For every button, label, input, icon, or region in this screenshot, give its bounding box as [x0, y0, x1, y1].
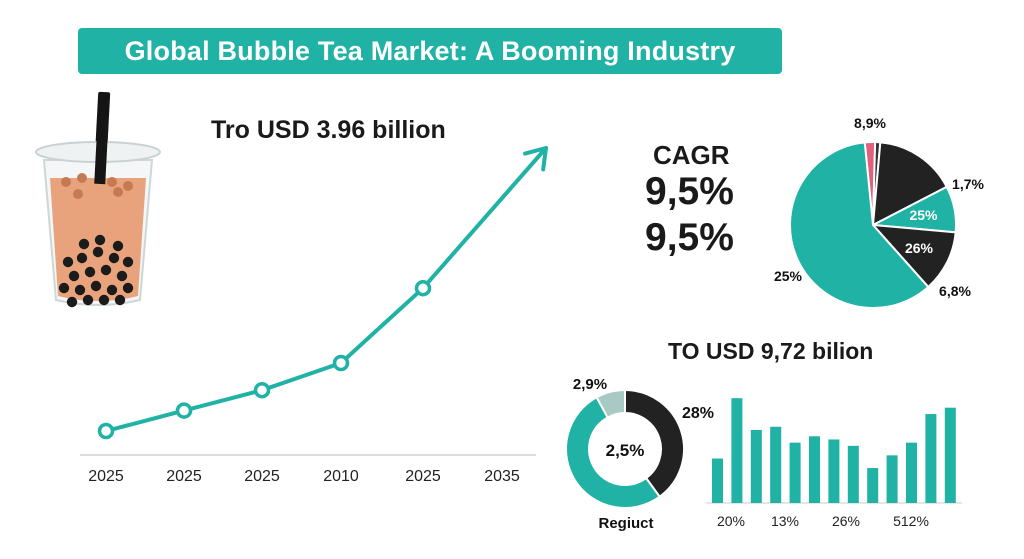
surface-pearl — [77, 173, 87, 183]
donut-segment-label: 2,9% — [573, 376, 607, 393]
donut-segment — [595, 388, 626, 419]
pearl — [108, 252, 120, 264]
x-tick-label: 2010 — [323, 468, 359, 485]
pie-outer-label: 8,9% — [854, 115, 886, 131]
pearl — [90, 280, 102, 292]
pearl — [82, 294, 94, 306]
pearl — [122, 282, 134, 294]
pearl — [76, 252, 88, 264]
donut-center-label: 2,5% — [606, 441, 645, 460]
surface-pearl — [61, 177, 71, 187]
pearl — [98, 294, 110, 306]
cagr-value: 9,5% — [645, 170, 734, 213]
donut-segment-label: 28% — [682, 405, 714, 422]
pearl — [62, 256, 74, 268]
line-point — [332, 354, 350, 372]
surface-pearl — [113, 187, 123, 197]
x-tick-label: 2025 — [405, 468, 441, 485]
surface-pearl — [107, 177, 117, 187]
bar — [731, 398, 743, 503]
bar — [944, 407, 956, 503]
line-point — [175, 402, 193, 419]
bar — [847, 445, 859, 503]
bar — [867, 468, 879, 503]
donut-segment — [624, 388, 685, 499]
pearl — [84, 266, 96, 278]
bar — [789, 442, 801, 503]
bar — [828, 439, 840, 503]
bar — [906, 442, 917, 503]
bar-tick-label: 512% — [893, 513, 929, 529]
pie-outer-label: 25% — [774, 268, 803, 284]
surface-pearl — [123, 181, 133, 191]
pearl — [100, 264, 112, 276]
bar — [750, 429, 762, 503]
pie-slice — [871, 141, 949, 227]
bar — [809, 436, 820, 503]
pie-outer-label: 1,7% — [952, 176, 984, 192]
pearl — [78, 238, 90, 250]
pearl — [68, 270, 80, 282]
pearl — [92, 246, 104, 258]
bar-tick-label: 26% — [832, 513, 860, 529]
start-market-value: Tro USD 3.96 billion — [211, 116, 446, 144]
pie-chart: 25% 26% 8,9% 1,7% 6,8% 25% — [774, 115, 985, 309]
bubble-tea-cup-icon — [35, 91, 161, 308]
bar — [712, 458, 723, 503]
x-tick-label: 2025 — [244, 468, 280, 485]
x-tick-label: 2035 — [484, 468, 520, 485]
pie-slice — [870, 223, 957, 289]
pearl — [114, 294, 126, 306]
bar — [925, 414, 937, 503]
bar-tick-label: 13% — [771, 513, 799, 529]
cagr-label: CAGR — [653, 140, 730, 170]
line-chart: 2025 2025 2025 2010 2025 2035 — [80, 146, 548, 485]
pearl — [94, 234, 106, 246]
pearl — [116, 270, 128, 282]
pie-outer-label: 6,8% — [939, 283, 971, 299]
donut-chart: 2,5% 28% 2,9% Regiuct — [565, 376, 714, 532]
line-series — [104, 146, 548, 433]
line-point — [414, 279, 432, 297]
line-point — [97, 422, 115, 440]
cagr-value-repeat: 9,5% — [645, 216, 734, 259]
end-market-value: TO USD 9,72 bilion — [668, 338, 874, 364]
donut-caption: Regiuct — [598, 515, 653, 532]
bar-tick-label: 20% — [717, 513, 745, 529]
pie-slice-label: 25% — [909, 207, 938, 223]
x-tick-label: 2025 — [88, 468, 124, 485]
line-point — [253, 381, 271, 399]
bar — [770, 426, 782, 503]
donut-segment — [565, 395, 662, 510]
trend-arrowhead — [523, 146, 548, 172]
pearl — [58, 282, 70, 294]
surface-pearl — [73, 189, 83, 199]
page-title: Global Bubble Tea Market: A Booming Indu… — [78, 28, 782, 74]
pie-slice — [789, 141, 930, 309]
pearl — [74, 284, 86, 296]
pie-slice-label: 26% — [905, 240, 934, 256]
x-tick-label: 2025 — [166, 468, 202, 485]
pearl — [106, 284, 118, 296]
bar-chart: 20% 13% 26% 512% — [706, 398, 962, 529]
pearl — [66, 296, 78, 308]
bar — [886, 455, 898, 503]
pearl — [112, 240, 124, 252]
pearl — [122, 256, 134, 268]
